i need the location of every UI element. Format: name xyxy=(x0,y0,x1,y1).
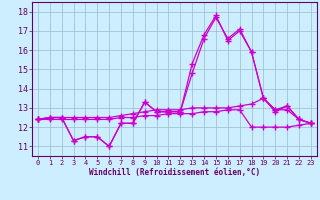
X-axis label: Windchill (Refroidissement éolien,°C): Windchill (Refroidissement éolien,°C) xyxy=(89,168,260,177)
